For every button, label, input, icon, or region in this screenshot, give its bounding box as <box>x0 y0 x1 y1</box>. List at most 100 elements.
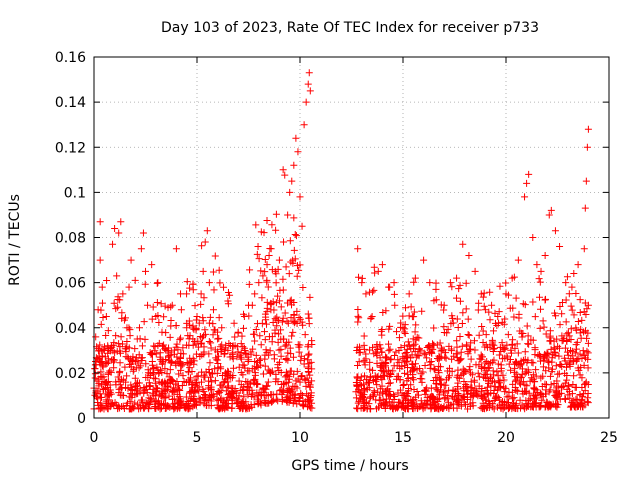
data-point <box>554 382 562 390</box>
data-point <box>414 404 422 412</box>
data-point <box>417 370 425 378</box>
data-point <box>277 352 285 360</box>
data-point <box>469 402 477 410</box>
data-point <box>448 393 456 401</box>
data-point <box>477 393 485 401</box>
data-point <box>152 387 160 395</box>
data-point <box>295 266 303 274</box>
data-point <box>583 143 591 151</box>
axis-ticks <box>93 56 610 419</box>
data-point <box>361 384 369 392</box>
data-point <box>198 339 206 347</box>
data-point <box>426 279 434 287</box>
data-point <box>191 397 199 405</box>
data-point <box>306 293 314 301</box>
data-point <box>395 334 403 342</box>
data-point <box>266 367 274 375</box>
data-point <box>555 344 563 352</box>
data-point <box>475 373 483 381</box>
data-point <box>103 276 111 284</box>
data-point <box>381 405 389 413</box>
data-point <box>577 399 585 407</box>
data-point <box>283 317 291 325</box>
data-point <box>568 403 576 411</box>
data-point <box>234 328 242 336</box>
data-point <box>265 252 273 260</box>
data-point <box>544 357 552 365</box>
data-point <box>459 370 467 378</box>
data-point <box>464 330 472 338</box>
data-point <box>244 353 252 361</box>
data-point <box>272 226 280 234</box>
data-point <box>516 379 524 387</box>
data-point <box>141 387 149 395</box>
data-point <box>232 389 240 397</box>
data-point <box>255 356 263 364</box>
data-point <box>570 372 578 380</box>
data-point <box>429 341 437 349</box>
data-point <box>147 350 155 358</box>
data-point <box>521 388 529 396</box>
data-point <box>402 391 410 399</box>
data-point <box>474 392 482 400</box>
data-point <box>206 313 214 321</box>
data-point <box>378 325 386 333</box>
data-point <box>282 368 290 376</box>
data-point <box>558 383 566 391</box>
data-point <box>199 267 207 275</box>
data-point <box>160 392 168 400</box>
data-point <box>110 364 118 372</box>
data-point <box>276 286 284 294</box>
data-point <box>162 393 170 401</box>
data-point <box>434 397 442 405</box>
data-point <box>263 382 271 390</box>
data-point <box>263 298 271 306</box>
data-point <box>154 279 162 287</box>
data-point <box>216 279 224 287</box>
data-point <box>355 358 363 366</box>
data-point <box>128 386 136 394</box>
data-point <box>581 387 589 395</box>
data-point <box>224 300 232 308</box>
data-point <box>254 380 262 388</box>
data-point <box>542 367 550 375</box>
data-point <box>99 314 107 322</box>
data-point <box>268 397 276 405</box>
data-point <box>444 392 452 400</box>
data-point <box>408 402 416 410</box>
data-point <box>176 336 184 344</box>
data-point <box>153 363 161 371</box>
data-point <box>501 354 509 362</box>
data-point <box>180 403 188 411</box>
data-point <box>402 304 409 312</box>
data-point <box>529 376 537 384</box>
data-point <box>460 394 468 402</box>
data-point <box>148 358 156 366</box>
data-point <box>398 362 406 370</box>
data-point <box>142 402 150 410</box>
data-point <box>411 328 419 336</box>
data-point <box>548 365 556 373</box>
data-point <box>394 389 402 397</box>
data-point <box>189 355 197 363</box>
data-point <box>262 346 270 354</box>
data-point <box>531 313 539 321</box>
data-point <box>537 402 545 410</box>
data-point <box>276 358 284 366</box>
data-point <box>499 401 507 409</box>
data-point <box>558 310 566 318</box>
data-point <box>98 283 106 291</box>
data-point <box>433 380 441 388</box>
data-point <box>148 315 156 323</box>
data-point <box>537 353 545 361</box>
data-point <box>552 362 560 370</box>
data-point <box>274 338 282 346</box>
data-point <box>162 346 170 354</box>
data-point <box>527 402 535 410</box>
data-point <box>471 267 479 275</box>
data-point <box>178 382 186 390</box>
data-point <box>354 373 362 381</box>
data-point <box>291 390 299 398</box>
data-point <box>215 352 223 360</box>
